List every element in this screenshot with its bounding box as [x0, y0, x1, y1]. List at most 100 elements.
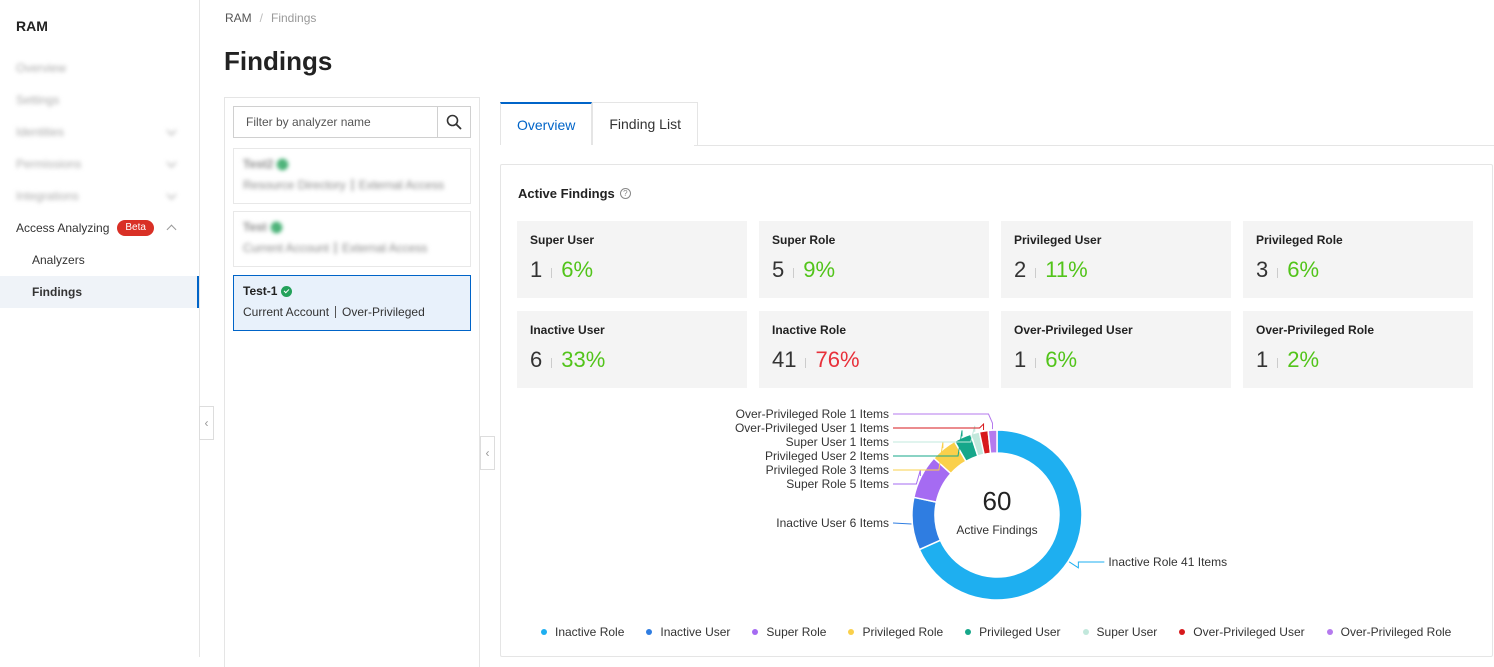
tab-overview[interactable]: Overview: [500, 102, 593, 145]
stat-label: Inactive Role: [772, 323, 847, 337]
analyzer-meta: Current Account External Access: [243, 241, 461, 255]
analyzer-scope: Current Account: [243, 305, 330, 319]
stat-values: 5 9%: [772, 257, 976, 283]
search-button[interactable]: [437, 107, 470, 137]
legend-item-privileged-user[interactable]: Privileged User: [965, 625, 1061, 639]
sidebar-item-identities[interactable]: Identities: [0, 116, 199, 148]
sidebar-item-label: Findings: [32, 285, 82, 299]
sidebar-item-permissions[interactable]: Permissions: [0, 148, 199, 180]
legend-item-inactive-role[interactable]: Inactive Role: [541, 625, 624, 639]
search-input[interactable]: [234, 107, 437, 137]
legend-item-super-user[interactable]: Super User: [1082, 625, 1157, 639]
legend-dot-icon: [541, 629, 547, 635]
stat-separator: [551, 268, 553, 278]
check-circle-icon: [281, 285, 293, 297]
sidebar-item-access-analyzing[interactable]: Access Analyzing Beta: [0, 212, 199, 244]
analyzer-card[interactable]: Test-1 Current Account Over-Privileged: [233, 275, 471, 331]
stat-count: 1: [1256, 347, 1269, 372]
sidebar-item-label: Overview: [16, 61, 67, 75]
chevron-down-icon[interactable]: [166, 189, 177, 200]
analyzer-card[interactable]: Test2 Resource Directory External Access: [233, 148, 471, 204]
stat-values: 6 33%: [530, 347, 734, 373]
legend-item-inactive-user[interactable]: Inactive User: [646, 625, 730, 639]
sidebar-item-findings[interactable]: Findings: [0, 276, 199, 308]
donut-slice-inactive-role[interactable]: [918, 429, 1083, 601]
donut-label-text: Over-Privileged User 1 Items: [735, 421, 889, 435]
breadcrumb-current: Findings: [271, 11, 317, 25]
stat-percent: 76%: [815, 347, 860, 372]
legend-dot-icon: [752, 629, 759, 635]
tab-finding-list[interactable]: Finding List: [592, 102, 698, 145]
stat-percent: 2%: [1287, 347, 1320, 372]
breadcrumb-separator: /: [259, 11, 264, 25]
stat-separator: [793, 268, 795, 278]
legend-label: Privileged Role: [862, 625, 944, 639]
search-box: [233, 106, 471, 138]
donut-label-text: Super Role 5 Items: [786, 477, 889, 491]
sidebar-item-analyzers[interactable]: Analyzers: [0, 244, 199, 276]
legend-dot-icon: [1179, 629, 1186, 635]
help-icon[interactable]: ?: [619, 188, 631, 199]
legend-dot-icon: [1326, 629, 1333, 635]
sidebar-item-label: Settings: [16, 93, 60, 107]
meta-divider: [335, 306, 337, 318]
stat-count: 3: [1256, 257, 1269, 282]
donut-center-value: 60: [983, 486, 1012, 516]
breadcrumb: RAM / Findings: [225, 11, 316, 25]
breadcrumb-root[interactable]: RAM: [225, 11, 252, 25]
analyzer-type: Over-Privileged: [342, 305, 425, 319]
chart-legend: Inactive Role Inactive User Super Role Priv…: [541, 625, 1451, 639]
stat-percent: 6%: [561, 257, 594, 282]
donut-label-text: Over-Privileged Role 1 Items: [736, 407, 889, 421]
stat-separator: [551, 358, 553, 368]
legend-item-over-privileged-user[interactable]: Over-Privileged User: [1179, 625, 1305, 639]
stat-label: Privileged User: [1014, 233, 1102, 247]
analyzer-card[interactable]: Test Current Account External Access: [233, 211, 471, 267]
stat-card-super-user: Super User 1 6%: [517, 221, 747, 298]
analyzer-meta: Current Account Over-Privileged: [243, 305, 461, 319]
sidebar-item-integrations[interactable]: Integrations: [0, 180, 199, 212]
chevron-up-icon[interactable]: [166, 224, 177, 235]
page-title: Findings: [224, 46, 333, 76]
legend-item-over-privileged-role[interactable]: Over-Privileged Role: [1326, 625, 1452, 639]
stat-percent: 33%: [561, 347, 606, 372]
sidebar-collapse-button[interactable]: ‹: [199, 406, 214, 440]
legend-label: Over-Privileged Role: [1340, 625, 1452, 639]
legend-label: Inactive Role: [555, 625, 625, 639]
sidebar-item-label: Permissions: [16, 157, 82, 171]
stat-percent: 6%: [1045, 347, 1078, 372]
stat-count: 2: [1014, 257, 1027, 282]
stat-separator: [1277, 268, 1279, 278]
meta-divider: [351, 179, 353, 191]
legend-item-privileged-role[interactable]: Privileged Role: [848, 625, 943, 639]
sidebar-item-overview[interactable]: Overview: [0, 52, 199, 84]
stat-values: 41 76%: [772, 347, 976, 373]
donut-label-text: Privileged User 2 Items: [765, 449, 889, 463]
legend-item-super-role[interactable]: Super Role: [752, 625, 826, 639]
sidebar-item-label: Integrations: [16, 189, 79, 203]
analyzer-name-row: Test: [243, 220, 461, 234]
stat-label: Privileged Role: [1256, 233, 1343, 247]
panel-collapse-button[interactable]: ‹: [480, 436, 495, 470]
donut-slice-inactive-user[interactable]: [911, 496, 942, 551]
donut-slice-over-privileged-role[interactable]: [987, 429, 998, 455]
stat-values: 1 2%: [1256, 347, 1460, 373]
sidebar-item-settings[interactable]: Settings: [0, 84, 199, 116]
leader-line: [893, 413, 993, 430]
chevron-down-icon[interactable]: [166, 125, 177, 136]
donut-label-super-user: Super User 1 Items: [786, 425, 976, 449]
stat-separator: [1277, 358, 1279, 368]
chevron-left-icon: ‹: [485, 446, 490, 460]
donut-label-text: Inactive Role 41 Items: [1108, 555, 1227, 569]
leader-line: [893, 469, 921, 485]
tab-divider: [694, 145, 1494, 146]
stat-count: 6: [530, 347, 543, 372]
meta-divider: [335, 242, 337, 254]
stat-card-over-privileged-user: Over-Privileged User 1 6%: [1001, 311, 1231, 388]
chevron-down-icon[interactable]: [166, 157, 177, 168]
active-findings-title: Active Findings ?: [518, 186, 631, 201]
donut-label-super-role: Super Role 5 Items: [786, 469, 921, 491]
stat-label: Super User: [530, 233, 595, 247]
stat-count: 41: [772, 347, 797, 372]
